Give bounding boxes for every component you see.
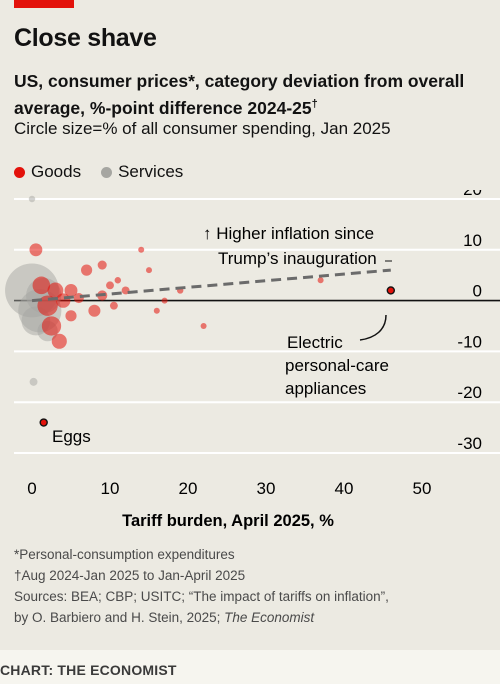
goods-bubble xyxy=(88,304,101,317)
y-tick-label: 10 xyxy=(463,231,482,250)
goods-bubble xyxy=(64,284,78,297)
higher-label-line1: ↑ Higher inflation since xyxy=(203,224,374,243)
legend-item-services: Services xyxy=(101,162,183,182)
size-note: Circle size=% of all consumer spending, … xyxy=(14,119,391,138)
goods-bubble xyxy=(106,281,114,290)
goods-bubble xyxy=(97,260,107,270)
x-axis-label: Tariff burden, April 2025, % xyxy=(122,512,334,530)
goods-bubble xyxy=(138,246,145,253)
footnote-sources-cont: by O. Barbiero and H. Stein, 2025; The E… xyxy=(14,607,389,628)
legend-item-goods: Goods xyxy=(14,162,81,182)
footnote-sources: Sources: BEA; CBP; USITC; “The impact of… xyxy=(14,589,389,604)
x-tick-labels: 0 10 20 30 40 50 xyxy=(27,479,431,498)
footnote-authors: by O. Barbiero and H. Stein, 2025; xyxy=(14,610,225,625)
services-bubble xyxy=(28,195,36,203)
subtitle-dagger: † xyxy=(311,98,318,110)
goods-bubble xyxy=(109,301,118,310)
footnote-pce: *Personal-consumption expenditures xyxy=(14,547,235,562)
electric-label-line1: Electric xyxy=(287,333,343,352)
higher-label-line2: Trump’s inauguration xyxy=(218,249,377,268)
footnotes: *Personal-consumption expenditures †Aug … xyxy=(14,544,389,628)
chart-title: Close shave xyxy=(14,24,157,52)
goods-bubble xyxy=(153,307,160,314)
trend-line xyxy=(31,268,391,303)
goods-bubble xyxy=(121,286,130,295)
services-bubble xyxy=(29,377,38,386)
goods-bubble xyxy=(65,310,77,322)
footnote-period: †Aug 2024-Jan 2025 to Jan-April 2025 xyxy=(14,568,246,583)
electric-label-line2: personal-care xyxy=(285,356,389,375)
x-tick-label: 0 xyxy=(27,479,36,498)
goods-bubble xyxy=(200,323,207,329)
x-tick-label: 40 xyxy=(335,479,354,498)
goods-bubble-highlight xyxy=(386,286,395,295)
x-tick-label: 30 xyxy=(257,479,276,498)
goods-bubble xyxy=(161,297,168,304)
scatter-plot: 20 10 0 -10 -20 -30 0 10 20 30 40 50 ↑ Higher infl… xyxy=(5,190,500,530)
y-tick-labels: 20 10 0 -10 -20 -30 xyxy=(457,190,482,453)
legend-label-services: Services xyxy=(118,162,184,181)
gridlines xyxy=(14,198,500,454)
y-tick-label: 20 xyxy=(463,190,482,199)
goods-bubble xyxy=(41,316,62,336)
goods-bubble xyxy=(317,277,324,284)
y-tick-label: -20 xyxy=(457,383,482,402)
brand-bar xyxy=(14,0,74,8)
goods-bubble xyxy=(51,333,67,349)
x-tick-label: 10 xyxy=(101,479,120,498)
y-tick-label: -30 xyxy=(457,434,482,453)
chart-card: Close shave US, consumer prices*, catego… xyxy=(0,0,500,650)
goods-bubble xyxy=(29,243,43,257)
chart-subtitle: US, consumer prices*, category deviation… xyxy=(14,70,484,120)
goods-bubble xyxy=(81,264,93,276)
goods-bubble xyxy=(73,292,84,304)
electric-label-line3: appliances xyxy=(285,379,366,398)
chart-credit: CHART: THE ECONOMIST xyxy=(0,662,177,678)
x-tick-label: 50 xyxy=(413,479,432,498)
subtitle-text: US, consumer prices*, category deviation… xyxy=(14,71,465,118)
x-tick-label: 20 xyxy=(179,479,198,498)
legend: Goods Services xyxy=(14,162,183,182)
services-swatch xyxy=(101,166,113,178)
y-tick-label: -10 xyxy=(457,332,482,351)
footnote-economist: The Economist xyxy=(224,610,315,625)
legend-label-goods: Goods xyxy=(31,162,82,181)
goods-bubble-highlight xyxy=(39,418,48,427)
electric-leader xyxy=(359,314,387,341)
goods-bubble xyxy=(47,282,64,299)
goods-bubble xyxy=(114,277,122,284)
goods-bubble xyxy=(32,276,51,295)
goods-bubble xyxy=(37,295,58,316)
eggs-label: Eggs xyxy=(52,427,91,446)
goods-swatch xyxy=(14,166,25,178)
goods-bubble xyxy=(146,267,152,274)
y-tick-label: 0 xyxy=(473,282,482,301)
